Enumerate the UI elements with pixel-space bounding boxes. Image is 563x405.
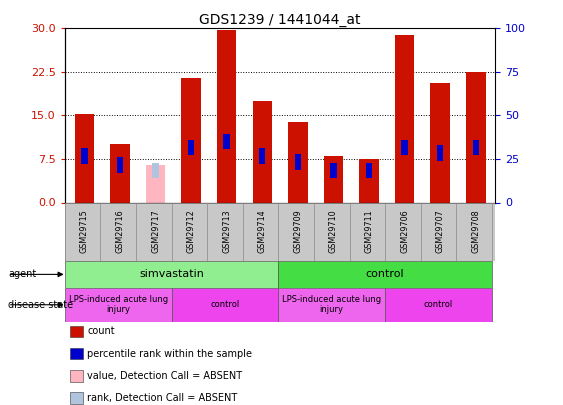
- Bar: [278, 288, 385, 322]
- Text: control: control: [366, 269, 404, 279]
- Text: GSM29715: GSM29715: [80, 209, 89, 253]
- Bar: [117, 157, 123, 173]
- Text: disease state: disease state: [8, 300, 74, 310]
- Text: control: control: [211, 300, 239, 309]
- Title: GDS1239 / 1441044_at: GDS1239 / 1441044_at: [199, 13, 361, 27]
- Text: GSM29710: GSM29710: [329, 209, 338, 252]
- Bar: [395, 35, 414, 202]
- Text: LPS-induced acute lung
injury: LPS-induced acute lung injury: [282, 295, 381, 314]
- Bar: [431, 83, 450, 202]
- Text: GSM29707: GSM29707: [436, 209, 445, 253]
- Text: agent: agent: [8, 269, 37, 279]
- Bar: [401, 139, 408, 155]
- Bar: [65, 261, 278, 288]
- Text: simvastatin: simvastatin: [139, 269, 204, 279]
- Bar: [81, 148, 87, 164]
- Bar: [217, 30, 236, 202]
- Bar: [259, 148, 266, 164]
- Bar: [330, 163, 337, 179]
- Text: GSM29709: GSM29709: [293, 209, 302, 253]
- Text: control: control: [424, 300, 453, 309]
- Bar: [172, 288, 278, 322]
- Bar: [385, 288, 492, 322]
- Text: GSM29716: GSM29716: [115, 209, 124, 252]
- Bar: [294, 154, 301, 170]
- Bar: [278, 261, 492, 288]
- Bar: [366, 163, 372, 179]
- Bar: [437, 145, 444, 161]
- Bar: [224, 134, 230, 149]
- Text: value, Detection Call = ABSENT: value, Detection Call = ABSENT: [87, 371, 243, 381]
- Text: LPS-induced acute lung
injury: LPS-induced acute lung injury: [69, 295, 168, 314]
- Text: GSM29717: GSM29717: [151, 209, 160, 253]
- Text: GSM29711: GSM29711: [365, 209, 374, 252]
- Bar: [153, 163, 159, 179]
- Text: GSM29713: GSM29713: [222, 209, 231, 252]
- Text: GSM29708: GSM29708: [471, 209, 480, 252]
- Bar: [181, 78, 201, 202]
- Bar: [188, 139, 194, 155]
- Bar: [324, 156, 343, 202]
- Bar: [473, 139, 479, 155]
- Text: GSM29706: GSM29706: [400, 209, 409, 252]
- Text: GSM29712: GSM29712: [186, 209, 195, 253]
- Text: percentile rank within the sample: percentile rank within the sample: [87, 349, 252, 358]
- Text: count: count: [87, 326, 115, 336]
- Bar: [65, 288, 172, 322]
- Text: rank, Detection Call = ABSENT: rank, Detection Call = ABSENT: [87, 393, 238, 403]
- Bar: [466, 72, 486, 202]
- Bar: [288, 122, 307, 202]
- Text: GSM29714: GSM29714: [258, 209, 267, 252]
- Bar: [359, 159, 379, 202]
- Bar: [146, 165, 166, 202]
- Bar: [110, 145, 129, 202]
- Bar: [74, 114, 94, 202]
- Bar: [253, 101, 272, 202]
